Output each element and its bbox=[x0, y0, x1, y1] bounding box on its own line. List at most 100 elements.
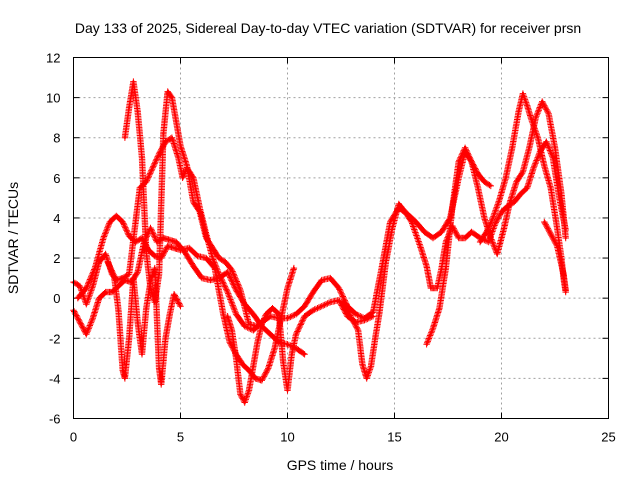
data-point bbox=[157, 272, 161, 276]
data-point bbox=[525, 104, 529, 107]
data-point bbox=[91, 284, 94, 288]
data-point bbox=[132, 80, 135, 83]
series-markers bbox=[339, 138, 569, 382]
x-tick-label: 15 bbox=[387, 430, 401, 445]
data-point bbox=[136, 110, 139, 113]
data-point bbox=[489, 184, 492, 188]
plot-frame bbox=[73, 57, 609, 419]
data-point bbox=[476, 186, 480, 190]
data-point bbox=[555, 244, 559, 248]
data-point bbox=[547, 112, 550, 115]
data-point bbox=[234, 357, 238, 360]
data-point bbox=[239, 288, 242, 292]
data-point bbox=[431, 327, 435, 330]
series-3 bbox=[74, 212, 298, 384]
data-point bbox=[463, 236, 467, 240]
data-point bbox=[513, 200, 516, 204]
data-point bbox=[457, 236, 460, 240]
data-point bbox=[140, 353, 144, 356]
data-point bbox=[371, 315, 375, 318]
data-point bbox=[549, 186, 552, 190]
data-point bbox=[444, 266, 448, 270]
data-point bbox=[149, 280, 152, 284]
data-point bbox=[320, 304, 323, 308]
data-point bbox=[378, 311, 381, 314]
data-point bbox=[168, 238, 171, 242]
data-point bbox=[149, 226, 152, 230]
series-markers bbox=[121, 78, 270, 330]
data-point bbox=[209, 278, 212, 282]
data-point bbox=[198, 210, 201, 214]
data-point bbox=[239, 393, 242, 396]
data-point bbox=[222, 313, 225, 316]
x-tick-label: 20 bbox=[494, 430, 508, 445]
data-point bbox=[425, 343, 428, 346]
data-point bbox=[204, 256, 208, 260]
data-point bbox=[341, 300, 345, 304]
data-point bbox=[127, 337, 131, 340]
y-tick-label: 2 bbox=[53, 251, 60, 266]
data-point bbox=[286, 286, 289, 290]
data-point bbox=[234, 288, 238, 292]
data-point bbox=[329, 300, 332, 304]
y-tick-labels: -6 -4 -2 0 2 4 6 8 10 12 bbox=[46, 51, 60, 427]
data-point bbox=[226, 270, 229, 274]
x-tick-labels: 0 5 10 15 20 25 bbox=[70, 430, 616, 445]
data-point bbox=[354, 313, 358, 316]
data-point bbox=[85, 286, 88, 290]
data-point bbox=[160, 383, 163, 386]
data-point bbox=[269, 315, 272, 318]
data-point bbox=[269, 333, 272, 336]
data-point bbox=[104, 252, 107, 256]
data-point bbox=[528, 146, 531, 149]
data-point bbox=[140, 156, 144, 159]
x-tick-label: 0 bbox=[70, 430, 77, 445]
data-point bbox=[410, 220, 413, 224]
data-point bbox=[91, 317, 94, 320]
data-point bbox=[123, 136, 127, 139]
data-point bbox=[470, 230, 473, 234]
y-tick-label: 12 bbox=[46, 51, 60, 66]
data-point bbox=[329, 276, 332, 280]
data-point bbox=[175, 240, 178, 244]
data-point bbox=[425, 264, 428, 268]
data-point bbox=[536, 136, 540, 139]
data-point bbox=[127, 272, 131, 276]
data-point bbox=[153, 254, 157, 258]
data-point bbox=[363, 319, 366, 322]
data-point bbox=[172, 246, 176, 250]
data-point bbox=[104, 290, 107, 294]
data-point bbox=[423, 230, 426, 234]
data-point bbox=[166, 244, 169, 248]
data-point bbox=[260, 379, 264, 382]
data-point bbox=[187, 246, 191, 250]
data-point bbox=[181, 176, 184, 180]
data-point bbox=[175, 120, 178, 123]
data-point bbox=[431, 236, 435, 240]
y-tick-label: 10 bbox=[46, 91, 60, 106]
data-point bbox=[102, 236, 105, 240]
data-series bbox=[70, 78, 569, 406]
series-7 bbox=[339, 138, 569, 382]
data-point bbox=[519, 192, 522, 196]
data-point bbox=[121, 369, 124, 372]
data-point bbox=[418, 244, 422, 248]
data-point bbox=[85, 333, 88, 336]
data-point bbox=[164, 337, 167, 340]
data-point bbox=[115, 214, 118, 218]
data-point bbox=[177, 156, 180, 159]
y-tick-label: 6 bbox=[53, 171, 60, 186]
data-point bbox=[532, 166, 535, 170]
x-tick-label: 5 bbox=[177, 430, 184, 445]
data-point bbox=[153, 266, 157, 270]
data-point bbox=[76, 296, 79, 300]
data-point bbox=[157, 367, 161, 370]
data-point bbox=[521, 92, 525, 95]
data-point bbox=[277, 313, 281, 316]
data-point bbox=[290, 353, 293, 356]
y-tick-label: -4 bbox=[49, 371, 61, 386]
data-point bbox=[487, 240, 490, 244]
data-point bbox=[511, 146, 514, 149]
chart-title: Day 133 of 2025, Sidereal Day-to-day VTE… bbox=[75, 20, 581, 36]
